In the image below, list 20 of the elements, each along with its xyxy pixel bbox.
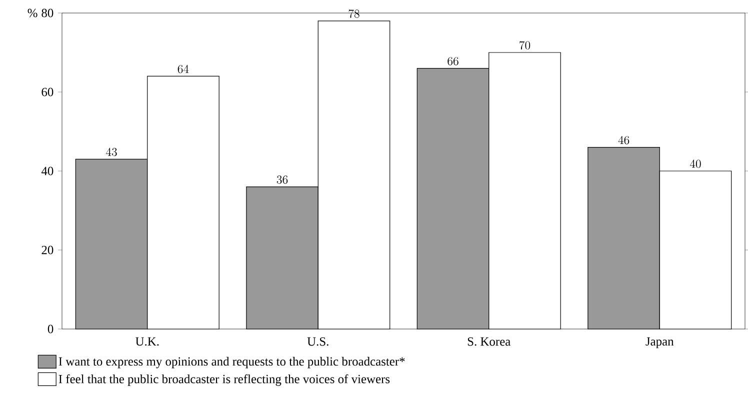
x-tick-label: Japan <box>646 337 674 348</box>
data-label: 46 <box>618 136 630 144</box>
x-tick-label: S. Korea <box>468 337 510 346</box>
x-tick-label: U.K. <box>136 337 159 346</box>
data-label: 70 <box>520 41 530 50</box>
data-label: 40 <box>690 160 701 168</box>
data-label: 78 <box>348 10 360 18</box>
y-tick-label: 80 <box>42 8 54 18</box>
data-label: 36 <box>276 176 288 184</box>
y-tick-label: 40 <box>41 166 54 176</box>
y-tick-label: 20 <box>42 246 54 254</box>
data-label: 43 <box>106 148 117 156</box>
y-tick-label: 0 <box>48 324 54 334</box>
x-tick-label: U.S. <box>307 337 328 346</box>
legend-label: I feel that the public broadcaster is reflecting the voices of viewers <box>58 374 390 386</box>
y-tick-label: 60 <box>42 88 54 96</box>
data-label: 66 <box>448 57 458 66</box>
data-label: 64 <box>178 64 189 74</box>
y-axis-title: % <box>28 8 38 18</box>
legend-label: I want to express my opinions and requests to the public broadcaster* <box>58 356 405 368</box>
